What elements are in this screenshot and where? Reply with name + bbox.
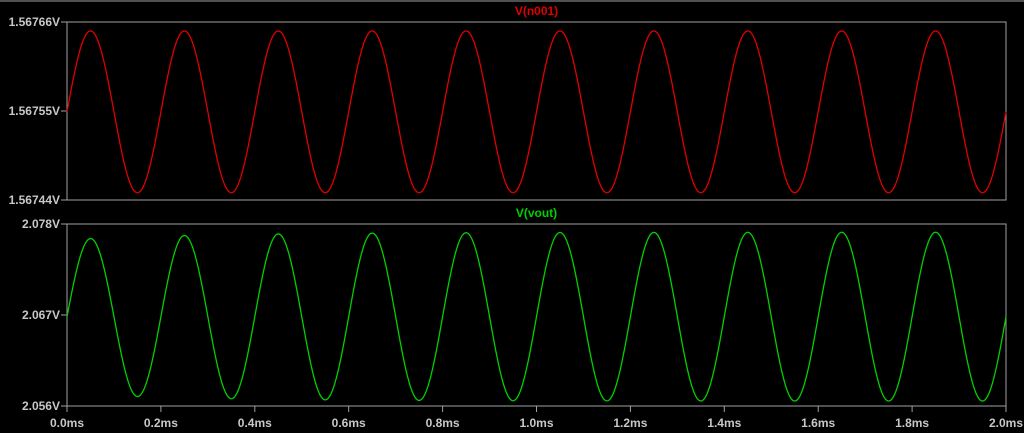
y-tick-label: 1.56744V [9, 193, 60, 207]
trace-vn001 [66, 30, 1007, 194]
x-tick-label: 0.4ms [238, 416, 272, 430]
y-tick-label: 1.56755V [9, 104, 60, 118]
x-tick-label: 0.0ms [50, 416, 84, 430]
x-tick-label: 1.6ms [801, 416, 835, 430]
x-tick-label: 2.0ms [989, 416, 1023, 430]
y-tick-label: 1.56766V [9, 15, 60, 29]
pane-n001[interactable]: V(n001) 1.56766V 1.56755V 1.56744V [9, 4, 1007, 207]
x-tick-label: 0.6ms [332, 416, 366, 430]
x-axis: 0.0ms 0.2ms 0.4ms 0.6ms 0.8ms 1.0ms 1.2ms 1.4ms… [50, 406, 1023, 430]
x-tick-label: 0.2ms [144, 416, 178, 430]
trace-title: V(vout) [516, 206, 557, 220]
trace-vvout [66, 231, 1007, 402]
y-tick-label: 2.067V [22, 308, 60, 322]
y-tick-label: 2.078V [22, 217, 60, 231]
y-tick-label: 2.056V [22, 399, 60, 413]
x-tick-label: 1.0ms [519, 416, 553, 430]
x-tick-label: 1.4ms [707, 416, 741, 430]
trace-title: V(n001) [515, 4, 558, 18]
x-tick-label: 0.8ms [426, 416, 460, 430]
x-tick-label: 1.2ms [613, 416, 647, 430]
x-tick-label: 1.8ms [895, 416, 929, 430]
pane-vout[interactable]: V(vout) 2.078V 2.067V 2.056V [22, 206, 1007, 413]
